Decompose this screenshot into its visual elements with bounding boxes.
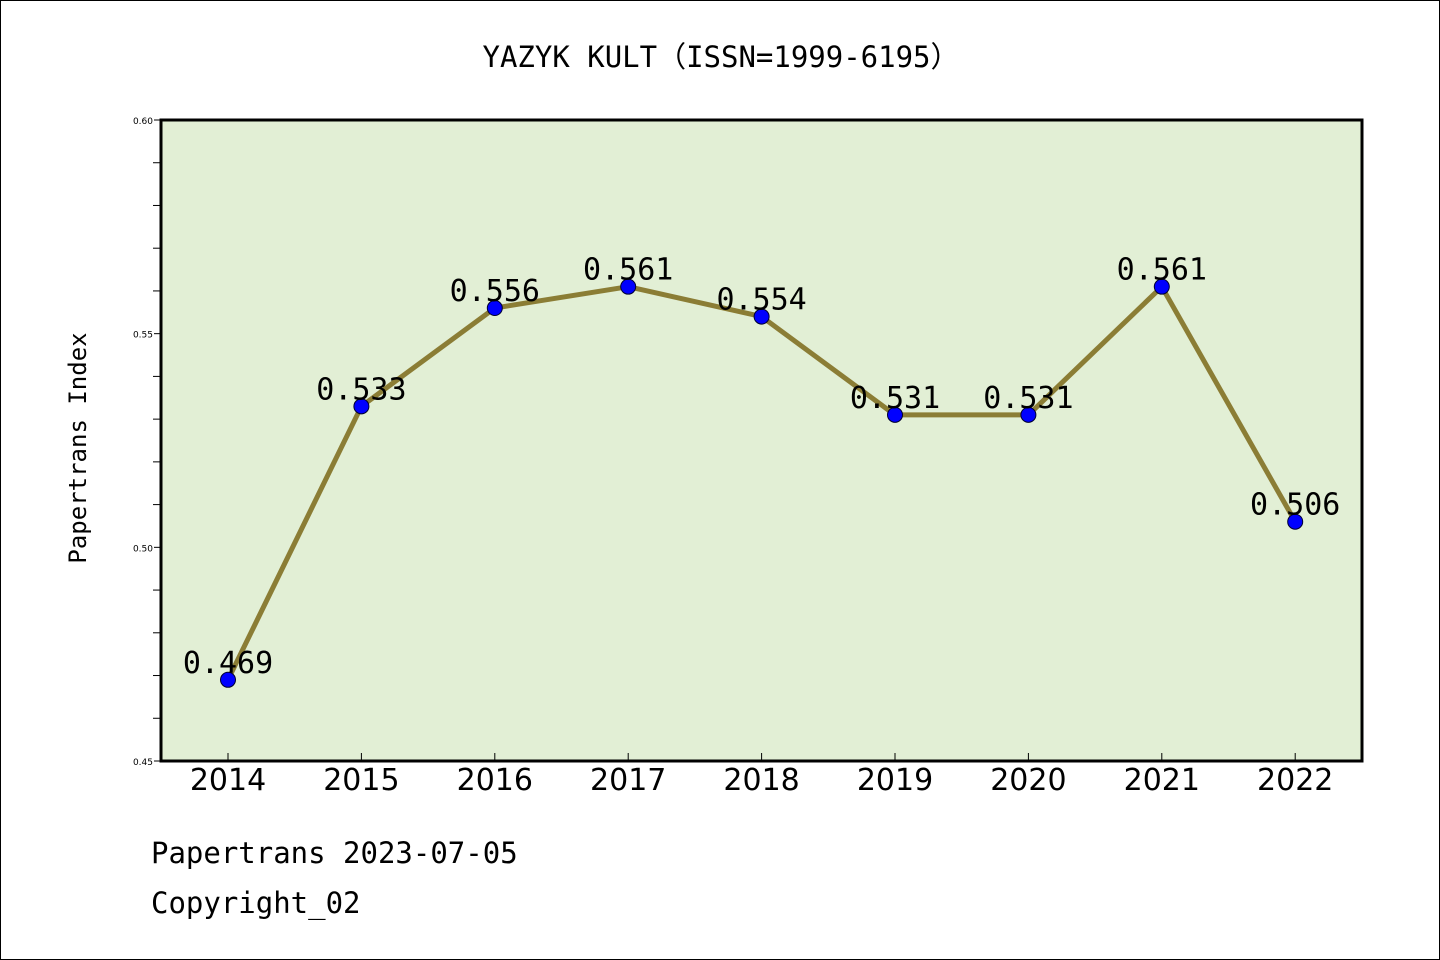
data-label: 0.533 <box>316 372 406 407</box>
y-tick-label: 0.50 <box>133 544 153 554</box>
data-labels: 0.469 0.533 0.556 0.561 0.554 0.531 0.531 0.561… <box>183 253 1341 681</box>
data-point <box>887 406 903 423</box>
x-tick-label: 2014 <box>190 763 266 798</box>
y-axis-label: Papertrans Index <box>64 332 92 563</box>
x-tick-label: 2021 <box>1124 763 1200 798</box>
data-point <box>1153 278 1170 295</box>
data-label: 0.556 <box>450 274 540 309</box>
data-point <box>1020 406 1037 423</box>
x-tick-label: 2017 <box>590 763 666 798</box>
data-points <box>220 278 1304 688</box>
y-tick-label: 0.45 <box>133 758 153 768</box>
data-label: 0.531 <box>850 381 940 416</box>
footer-date: Papertrans 2023-07-05 <box>151 836 518 870</box>
x-tick-label: 2018 <box>723 763 799 798</box>
data-label: 0.506 <box>1250 488 1340 523</box>
data-point <box>220 671 236 688</box>
data-label: 0.554 <box>716 283 806 318</box>
y-axis-ticks: 0.45 0.50 0.55 0.60 <box>133 117 160 768</box>
x-axis-ticks: 2014 2015 2016 2017 2018 2019 2020 2021 2022 <box>190 753 1333 798</box>
plot-area <box>159 118 1364 763</box>
data-label: 0.531 <box>983 381 1073 416</box>
data-label: 0.561 <box>583 253 673 288</box>
data-label: 0.469 <box>183 646 273 681</box>
data-point <box>620 278 637 295</box>
data-point <box>486 300 503 317</box>
footer-copyright: Copyright_02 <box>151 886 361 920</box>
chart-title: YAZYK KULT（ISSN=1999-6195） <box>482 40 959 74</box>
y-tick-label: 0.55 <box>133 331 153 341</box>
x-tick-label: 2019 <box>857 763 933 798</box>
x-tick-label: 2020 <box>990 763 1066 798</box>
data-point <box>753 308 770 325</box>
data-point <box>1287 513 1304 530</box>
y-tick-label: 0.60 <box>133 117 153 127</box>
x-tick-label: 2022 <box>1257 763 1333 798</box>
x-tick-label: 2016 <box>457 763 533 798</box>
data-label: 0.561 <box>1117 253 1207 288</box>
x-tick-label: 2015 <box>323 763 399 798</box>
data-point <box>353 398 370 415</box>
